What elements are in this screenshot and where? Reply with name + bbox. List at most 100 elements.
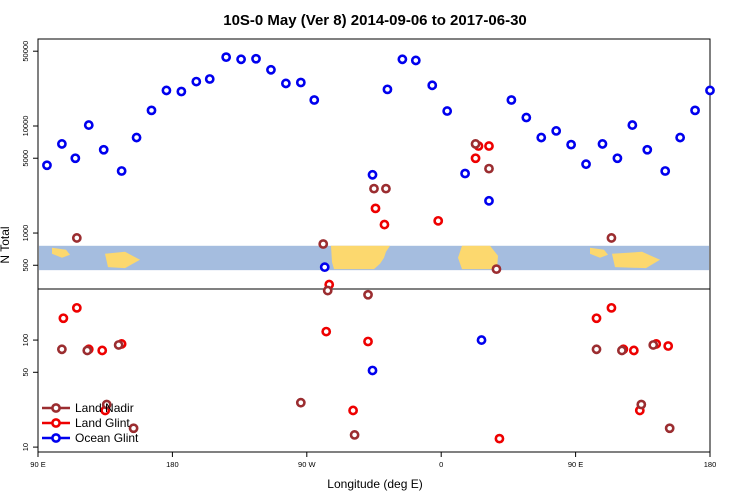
ocean-glint-point	[690, 105, 700, 116]
land-nadir-point	[470, 139, 481, 149]
land-nadir-point	[491, 264, 502, 275]
ocean-glint-point	[116, 166, 127, 176]
ocean-glint-point	[98, 144, 109, 155]
land-glint-point	[606, 302, 617, 313]
land-glint-point	[470, 153, 481, 164]
map-land-3	[105, 251, 140, 269]
land-nadir-point	[56, 344, 67, 355]
ocean-glint-point	[56, 139, 67, 149]
x-axis: 90 E 180 90 W 0 90 E 180	[30, 452, 716, 469]
y-tick-label: 1000	[21, 225, 30, 242]
ocean-glint-point	[612, 153, 623, 164]
land-nadir-point	[71, 233, 82, 243]
land-nadir-point	[606, 233, 617, 243]
y-tick-label: 50000	[21, 41, 30, 62]
land-nadir-point	[128, 423, 139, 434]
ocean-glint-point	[397, 54, 408, 65]
y-tick-label: 5000	[21, 150, 30, 167]
land-nadir-point	[113, 340, 124, 350]
land-nadir-point	[591, 344, 602, 355]
y-tick-label: 50	[21, 368, 30, 376]
ocean-glint-point	[161, 85, 172, 96]
ocean-glint-point	[627, 120, 638, 130]
ocean-glint-point	[551, 126, 562, 136]
land-nadir-point	[648, 340, 659, 350]
land-nadir-point	[295, 397, 306, 408]
ocean-glint-point	[309, 95, 320, 105]
ocean-glint-point	[295, 77, 306, 88]
x-axis-label: Longitude (deg E)	[327, 477, 422, 491]
ocean-glint-point	[536, 132, 547, 143]
land-glint-point	[58, 313, 69, 324]
legend-marker-ocean-glint	[51, 433, 61, 443]
land-nadir-point	[664, 423, 675, 434]
x-tick-label: 90 E	[568, 460, 583, 469]
land-glint-point	[348, 405, 358, 416]
legend-marker-land-glint	[51, 418, 61, 428]
y-axis: 10 50 100 500 1000 5000 10000 50000	[21, 41, 38, 451]
data-points	[42, 52, 715, 444]
map-land-4	[590, 247, 608, 258]
ocean-glint-point	[581, 159, 591, 170]
land-glint-point	[370, 203, 381, 214]
ocean-glint-point	[42, 160, 52, 171]
land-glint-point	[494, 433, 505, 444]
ocean-glint-point	[236, 54, 246, 65]
land-glint-point	[663, 341, 674, 351]
land-nadir-point	[82, 345, 93, 356]
ocean-glint-point	[146, 105, 157, 116]
land-glint-point	[379, 219, 390, 230]
x-tick-label: 180	[704, 460, 717, 469]
ocean-glint-point	[642, 144, 653, 155]
legend-label-ocean-glint: Ocean Glint	[75, 431, 139, 445]
plot-frame	[37, 38, 711, 453]
ocean-glint-point	[506, 95, 517, 105]
ocean-glint-point	[410, 55, 421, 66]
ocean-glint-point	[191, 76, 202, 87]
ocean-glint-point	[521, 112, 532, 123]
ocean-glint-point	[484, 195, 494, 206]
ocean-glint-point	[251, 53, 261, 64]
legend-label-land-nadir: Land Nadir	[75, 401, 134, 415]
y-tick-label: 500	[21, 259, 30, 272]
ocean-glint-point	[367, 365, 378, 376]
ocean-glint-point	[442, 106, 453, 116]
map-land-0	[331, 245, 390, 270]
ocean-glint-point	[367, 169, 378, 180]
land-glint-point	[97, 345, 108, 356]
ocean-glint-point	[382, 84, 393, 95]
land-glint-point	[484, 141, 494, 151]
legend-marker-land-nadir	[51, 403, 61, 413]
land-nadir-point	[349, 430, 360, 440]
x-tick-label: 0	[439, 460, 443, 469]
land-glint-point	[591, 313, 602, 324]
land-glint-point	[433, 215, 444, 226]
ocean-glint-point	[476, 335, 487, 345]
ocean-glint-point	[597, 139, 608, 149]
land-nadir-point	[484, 163, 494, 174]
map-land-2	[52, 247, 70, 258]
land-nadir-point	[636, 399, 647, 410]
land-nadir-point	[322, 285, 333, 296]
land-nadir-point	[369, 183, 379, 194]
ocean-glint-point	[566, 139, 577, 150]
land-glint-point	[321, 326, 332, 337]
land-nadir-point	[381, 183, 391, 194]
land-glint-point	[71, 302, 82, 313]
land-glint-point	[628, 345, 639, 356]
chart-title: 10S-0 May (Ver 8) 2014-09-06 to 2017-06-…	[223, 12, 527, 29]
land-nadir-point	[363, 289, 373, 300]
ocean-glint-point	[705, 85, 715, 96]
ocean-glint-point	[204, 74, 215, 84]
ocean-glint-point	[319, 262, 330, 273]
land-nadir-point	[101, 399, 112, 410]
ocean-glint-point	[280, 78, 291, 89]
land-glint-point	[363, 336, 373, 347]
map-land-1	[458, 245, 498, 270]
y-tick-label: 10	[21, 443, 30, 451]
ocean-glint-point	[70, 153, 81, 164]
x-tick-label: 90 E	[30, 460, 45, 469]
y-axis-label: N Total	[0, 226, 12, 263]
